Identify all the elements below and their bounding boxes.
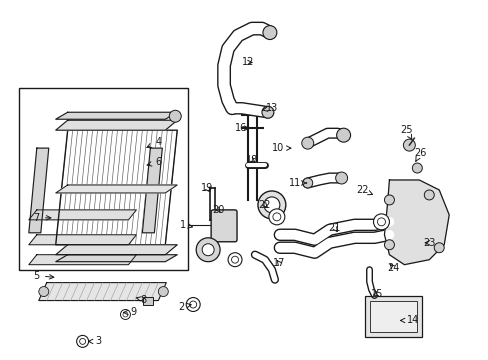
- Text: 21: 21: [328, 223, 340, 233]
- Circle shape: [231, 256, 238, 263]
- Text: 3: 3: [88, 336, 102, 346]
- Text: 6: 6: [147, 157, 161, 167]
- Bar: [369, 301, 416, 332]
- Polygon shape: [29, 255, 136, 265]
- Text: 7: 7: [34, 213, 51, 223]
- Circle shape: [263, 26, 276, 40]
- Polygon shape: [56, 185, 177, 193]
- Polygon shape: [29, 210, 136, 220]
- Text: 4: 4: [146, 137, 161, 148]
- Text: 20: 20: [211, 205, 224, 215]
- Text: 14: 14: [400, 315, 419, 325]
- Circle shape: [403, 139, 414, 151]
- Circle shape: [186, 298, 200, 311]
- Polygon shape: [142, 148, 162, 233]
- Polygon shape: [39, 283, 166, 301]
- Polygon shape: [29, 148, 49, 233]
- Circle shape: [411, 163, 422, 173]
- Circle shape: [272, 213, 280, 221]
- Polygon shape: [29, 235, 136, 245]
- Text: 16: 16: [234, 123, 249, 133]
- Circle shape: [189, 301, 196, 308]
- Circle shape: [433, 243, 443, 253]
- Text: 25: 25: [399, 125, 412, 139]
- Circle shape: [196, 238, 220, 262]
- Polygon shape: [56, 255, 177, 262]
- Text: 13: 13: [262, 103, 278, 113]
- FancyBboxPatch shape: [211, 210, 237, 242]
- Circle shape: [301, 137, 313, 149]
- Bar: [364, 296, 422, 337]
- Text: 22: 22: [258, 200, 271, 210]
- Text: 26: 26: [413, 148, 426, 161]
- Bar: [19, 88, 188, 270]
- Circle shape: [424, 190, 433, 200]
- Circle shape: [302, 178, 312, 188]
- Circle shape: [227, 253, 242, 267]
- Circle shape: [264, 197, 279, 213]
- Circle shape: [335, 172, 347, 184]
- Circle shape: [373, 214, 388, 230]
- Circle shape: [77, 336, 88, 347]
- Circle shape: [80, 338, 85, 345]
- Circle shape: [122, 312, 128, 317]
- Polygon shape: [56, 120, 177, 130]
- Polygon shape: [56, 245, 177, 255]
- Text: 8: 8: [136, 294, 146, 305]
- Text: 22: 22: [356, 185, 372, 195]
- Text: 11: 11: [288, 178, 306, 188]
- Text: 15: 15: [370, 289, 383, 298]
- Circle shape: [158, 287, 168, 297]
- Text: 17: 17: [272, 258, 285, 268]
- Text: 9: 9: [123, 307, 136, 318]
- Circle shape: [384, 240, 394, 250]
- Circle shape: [258, 191, 285, 219]
- Bar: [143, 297, 153, 305]
- Circle shape: [377, 218, 385, 226]
- Circle shape: [262, 106, 273, 118]
- Text: 1: 1: [180, 220, 192, 230]
- Text: 24: 24: [386, 263, 399, 273]
- Polygon shape: [56, 112, 177, 119]
- Circle shape: [169, 110, 181, 122]
- Circle shape: [120, 310, 130, 319]
- Text: 5: 5: [34, 271, 54, 281]
- Text: 23: 23: [422, 238, 435, 248]
- Circle shape: [202, 244, 214, 256]
- Circle shape: [268, 209, 285, 225]
- Text: 12: 12: [241, 58, 254, 67]
- Circle shape: [336, 128, 350, 142]
- Text: 18: 18: [245, 155, 258, 165]
- Circle shape: [39, 287, 49, 297]
- Text: 2: 2: [178, 302, 191, 311]
- Circle shape: [384, 195, 394, 205]
- Polygon shape: [384, 180, 448, 265]
- Text: 19: 19: [201, 183, 213, 193]
- Text: 10: 10: [271, 143, 290, 153]
